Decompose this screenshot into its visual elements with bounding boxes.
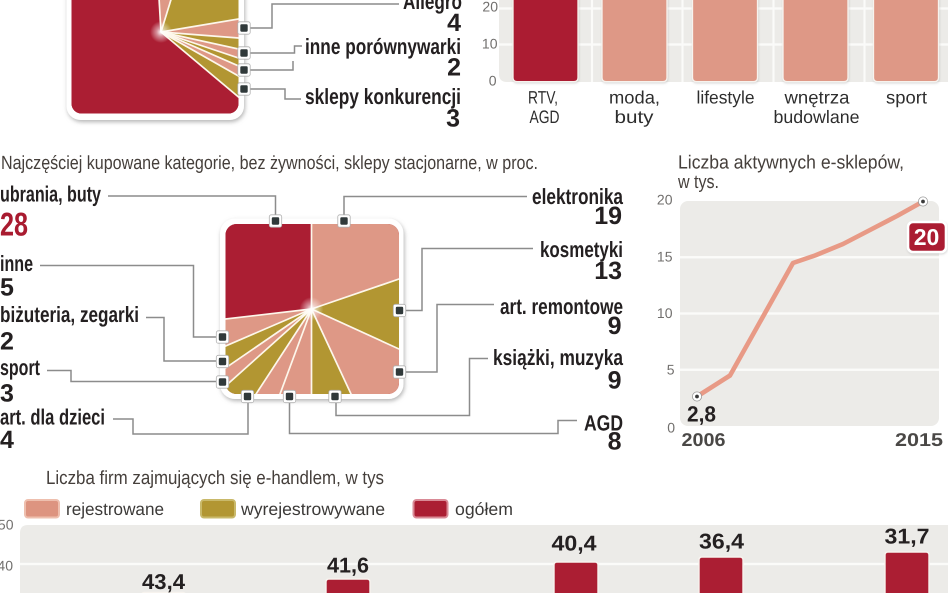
svg-text:AGD: AGD [530, 107, 560, 127]
svg-text:40: 40 [0, 558, 13, 574]
svg-text:8: 8 [608, 428, 622, 456]
svg-text:art. dla dzieci: art. dla dzieci [0, 405, 105, 430]
svg-text:2: 2 [447, 54, 461, 82]
svg-text:13: 13 [594, 257, 622, 285]
svg-text:wyrejestrowywane: wyrejestrowywane [240, 499, 385, 519]
svg-text:inne porównywarki: inne porównywarki [305, 34, 461, 59]
svg-text:40,4: 40,4 [552, 532, 597, 556]
svg-text:20: 20 [482, 0, 498, 15]
svg-text:biżuteria, zegarki: biżuteria, zegarki [0, 302, 139, 327]
svg-text:moda,: moda, [609, 88, 660, 108]
svg-text:20: 20 [914, 224, 940, 250]
svg-text:2006: 2006 [682, 429, 726, 450]
svg-text:sklepy konkurencji: sklepy konkurencji [305, 84, 461, 109]
svg-text:art. remontowe: art. remontowe [500, 294, 623, 319]
svg-text:5: 5 [667, 362, 675, 378]
svg-text:2: 2 [0, 328, 14, 356]
svg-text:10: 10 [657, 305, 673, 321]
svg-text:rejestrowane: rejestrowane [66, 499, 164, 519]
svg-text:AGD: AGD [584, 411, 623, 436]
svg-text:buty: buty [615, 107, 654, 127]
svg-text:Najczęściej kupowane kategorie: Najczęściej kupowane kategorie, bez żywn… [1, 153, 538, 174]
svg-text:sport: sport [0, 355, 40, 380]
svg-text:RTV,: RTV, [528, 88, 558, 108]
svg-text:3: 3 [0, 380, 14, 408]
svg-text:0: 0 [489, 73, 497, 89]
svg-text:Liczba aktywnych e-sklepów,: Liczba aktywnych e-sklepów, [678, 153, 904, 174]
svg-text:elektronika: elektronika [532, 184, 624, 209]
svg-text:36,4: 36,4 [699, 530, 744, 554]
svg-text:ubrania, buty: ubrania, buty [0, 182, 102, 207]
svg-text:Allegro: Allegro [403, 0, 462, 14]
svg-text:4: 4 [447, 9, 461, 37]
svg-text:budowlane: budowlane [774, 107, 860, 127]
svg-text:31,7: 31,7 [885, 525, 930, 549]
svg-text:9: 9 [608, 312, 622, 340]
svg-text:ogółem: ogółem [455, 499, 513, 519]
svg-text:sport: sport [886, 88, 927, 108]
svg-text:28: 28 [0, 206, 28, 243]
svg-text:w tys.: w tys. [677, 172, 719, 193]
svg-text:5: 5 [0, 274, 14, 302]
svg-text:0: 0 [667, 420, 675, 436]
svg-text:41,6: 41,6 [327, 554, 369, 578]
svg-text:2,8: 2,8 [687, 402, 716, 427]
svg-text:15: 15 [657, 249, 673, 265]
svg-text:43,4: 43,4 [142, 570, 185, 593]
svg-text:lifestyle: lifestyle [697, 88, 755, 108]
svg-text:19: 19 [594, 202, 622, 230]
svg-text:4: 4 [0, 426, 14, 454]
svg-text:książki, muzyka: książki, muzyka [493, 345, 624, 370]
svg-text:9: 9 [608, 367, 622, 395]
svg-text:3: 3 [446, 105, 460, 133]
svg-text:2015: 2015 [895, 429, 943, 450]
svg-text:20: 20 [657, 192, 673, 208]
svg-text:Liczba firm zajmujących się e-: Liczba firm zajmujących się e-handlem, w… [46, 468, 384, 489]
svg-text:10: 10 [482, 36, 498, 52]
svg-text:wnętrza: wnętrza [783, 88, 850, 108]
svg-text:kosmetyki: kosmetyki [540, 237, 623, 262]
svg-text:50: 50 [0, 517, 14, 533]
svg-text:inne: inne [0, 251, 33, 276]
